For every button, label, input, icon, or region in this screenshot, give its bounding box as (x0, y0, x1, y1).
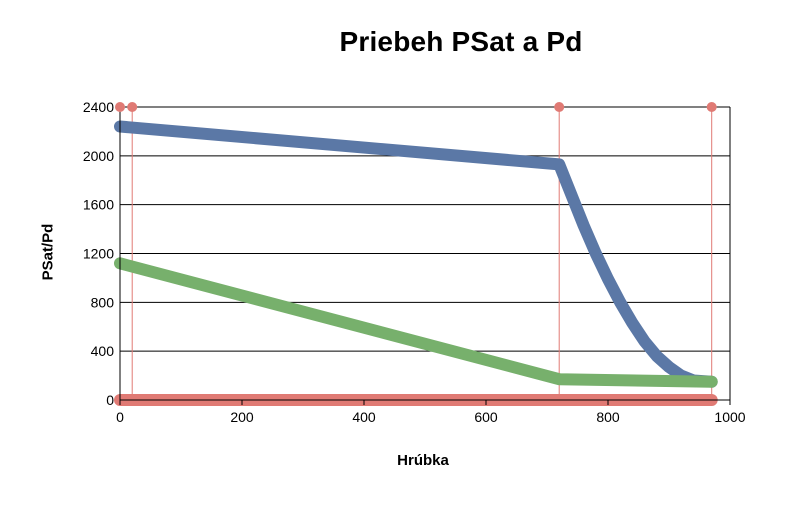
axes-layer (119, 107, 731, 405)
marker-point (127, 102, 138, 112)
series-layer (114, 120, 718, 406)
x-tick-label: 1000 (714, 409, 745, 425)
y-tick-label: 1600 (83, 197, 114, 213)
marker-point (706, 102, 717, 112)
chart-title: Priebeh PSat a Pd (339, 26, 583, 57)
x-tick-label: 0 (116, 409, 124, 425)
x-tick-label: 600 (474, 409, 498, 425)
x-tick-label: 800 (596, 409, 620, 425)
y-tick-label: 400 (91, 343, 115, 359)
y-tick-label: 800 (91, 294, 115, 310)
series-line-2 (114, 257, 718, 388)
y-tick-label: 2000 (83, 148, 114, 164)
ticks-layer: 0 400 800 1200 1600 2000 2400 0 200 400 600 800 1000 (83, 99, 746, 425)
y-tick-label: 2400 (83, 99, 114, 115)
marker-dots-layer (115, 102, 717, 112)
x-tick-label: 400 (352, 409, 376, 425)
marker-point (554, 102, 565, 112)
series-line-1 (114, 120, 718, 388)
y-tick-label: 0 (106, 392, 114, 408)
y-tick-label: 1200 (83, 246, 114, 262)
grid-layer (120, 106, 730, 352)
marker-point (115, 102, 125, 112)
x-tick-label: 200 (230, 409, 254, 425)
x-axis-label: Hrúbka (397, 452, 449, 469)
